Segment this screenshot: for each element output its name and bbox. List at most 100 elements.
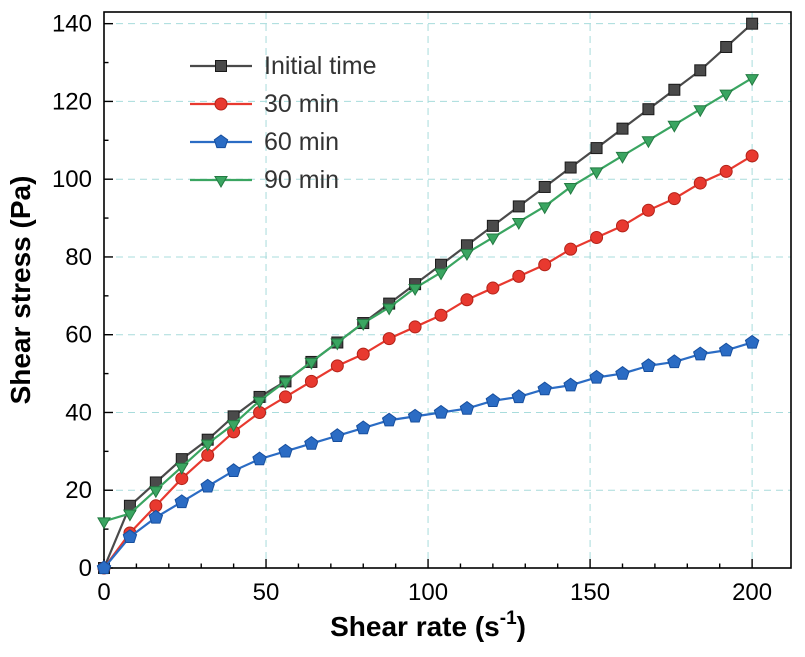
legend-label: 60 min <box>264 128 339 156</box>
series-marker-90-min <box>252 396 267 409</box>
series-marker-90-min <box>356 319 371 332</box>
series-marker-90-min <box>641 136 656 149</box>
series-marker-30-min <box>356 347 370 361</box>
series-marker-60-min <box>537 381 552 396</box>
series-marker-30-min <box>330 359 344 373</box>
series-marker-30-min <box>667 192 681 206</box>
series-marker-60-min <box>693 346 708 361</box>
series-marker-60-min <box>511 389 527 404</box>
series-marker-90-min <box>330 338 345 351</box>
y-tick-label: 140 <box>52 11 92 38</box>
series-marker-initial-time <box>590 142 603 155</box>
series-marker-initial-time <box>564 161 577 174</box>
series-marker-30-min <box>304 374 318 388</box>
series-marker-30-min <box>382 332 396 346</box>
series-marker-30-min <box>564 242 578 256</box>
series-marker-30-min <box>460 293 474 307</box>
series-marker-initial-time <box>486 219 499 232</box>
series-marker-60-min <box>667 354 682 369</box>
series-marker-60-min <box>174 494 190 509</box>
series-marker-90-min <box>537 202 552 215</box>
series-marker-90-min <box>589 167 604 180</box>
series-marker-30-min <box>641 203 655 217</box>
series-marker-initial-time <box>538 180 551 193</box>
series-marker-60-min <box>485 393 501 407</box>
series-marker-30-min <box>693 176 707 190</box>
series-marker-30-min <box>615 219 629 233</box>
y-tick-label: 0 <box>79 555 92 582</box>
series-marker-90-min <box>122 509 137 522</box>
series-marker-90-min <box>226 420 241 433</box>
series-marker-30-min <box>278 390 292 404</box>
series-marker-60-min <box>96 560 112 575</box>
series-marker-initial-time <box>694 64 707 77</box>
series-marker-60-min <box>407 408 423 423</box>
x-tick-label: 200 <box>732 579 772 606</box>
legend-marker <box>214 176 228 189</box>
series-marker-60-min <box>330 428 345 442</box>
series-marker-30-min <box>719 164 733 178</box>
x-axis-title: Shear rate (s-1) <box>330 608 526 642</box>
series-marker-60-min <box>433 404 449 419</box>
series-marker-90-min <box>693 105 708 118</box>
series-marker-60-min <box>563 377 578 392</box>
y-tick-label: 40 <box>65 399 92 426</box>
plot-frame <box>103 11 792 569</box>
series-marker-60-min <box>252 451 267 466</box>
series-marker-90-min <box>615 151 630 164</box>
legend-label: 90 min <box>264 166 339 194</box>
series-marker-90-min <box>719 89 734 102</box>
series-marker-initial-time <box>616 122 629 135</box>
series-marker-30-min <box>590 231 604 245</box>
x-tick-label: 0 <box>97 579 110 606</box>
series-marker-initial-time <box>746 17 759 30</box>
series-marker-initial-time <box>720 40 733 53</box>
series-marker-90-min <box>434 268 448 281</box>
series-marker-30-min <box>408 320 422 334</box>
series-marker-60-min <box>641 358 656 372</box>
series-marker-90-min <box>200 439 215 452</box>
series-marker-60-min <box>304 435 319 450</box>
y-tick-label: 60 <box>65 322 92 349</box>
series-marker-90-min <box>278 377 293 390</box>
legend-marker <box>213 134 229 149</box>
series-marker-60-min <box>718 342 734 357</box>
y-tick-label: 20 <box>65 477 92 504</box>
series-marker-90-min <box>174 462 189 475</box>
series-marker-30-min <box>512 269 526 283</box>
series-marker-60-min <box>744 334 760 349</box>
series-marker-30-min <box>538 258 552 272</box>
y-axis-title: Shear stress (Pa) <box>5 176 36 405</box>
series-marker-90-min <box>745 74 760 87</box>
series-marker-90-min <box>511 217 526 230</box>
series-marker-90-min <box>667 120 682 133</box>
series-marker-90-min <box>97 517 111 530</box>
series-marker-60-min <box>226 463 241 477</box>
series-marker-60-min <box>200 478 215 493</box>
series-marker-90-min <box>460 249 474 262</box>
series-marker-initial-time <box>642 103 655 116</box>
series-marker-90-min <box>304 357 319 370</box>
series-marker-60-min <box>148 509 164 524</box>
series-marker-90-min <box>148 486 163 499</box>
series-marker-30-min <box>434 308 448 322</box>
series-marker-90-min <box>485 233 500 246</box>
y-tick-label: 100 <box>52 166 92 193</box>
series-marker-60-min <box>589 369 604 384</box>
legend-label: 30 min <box>264 90 339 118</box>
legend-label: Initial time <box>264 52 377 80</box>
x-tick-label: 150 <box>570 579 610 606</box>
y-tick-label: 80 <box>65 244 92 271</box>
series-marker-initial-time <box>512 200 525 213</box>
x-tick-label: 50 <box>253 579 280 606</box>
series-marker-90-min <box>563 182 578 195</box>
legend-marker <box>214 97 228 111</box>
series-marker-60-min <box>122 529 138 544</box>
series-marker-60-min <box>615 365 630 380</box>
series-marker-60-min <box>381 412 397 427</box>
series-marker-30-min <box>486 281 500 295</box>
series-marker-30-min <box>745 149 759 163</box>
